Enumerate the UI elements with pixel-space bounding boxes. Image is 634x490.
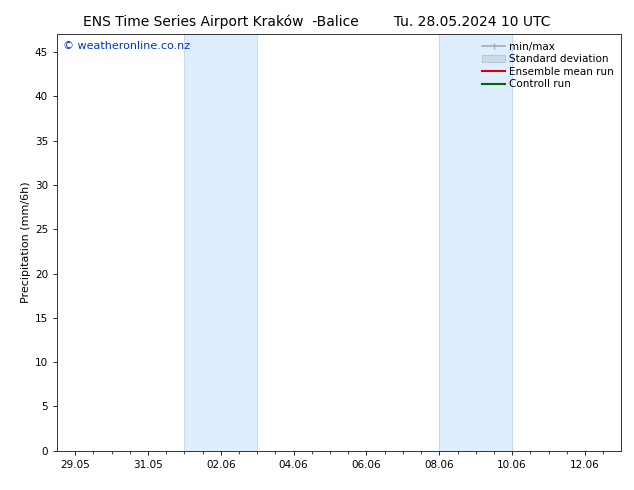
Y-axis label: Precipitation (mm/6h): Precipitation (mm/6h) (21, 182, 30, 303)
Text: ENS Time Series Airport Kraków  -Balice        Tu. 28.05.2024 10 UTC: ENS Time Series Airport Kraków -Balice T… (83, 15, 551, 29)
Bar (439, 34, 512, 451)
Legend: min/max, Standard deviation, Ensemble mean run, Controll run: min/max, Standard deviation, Ensemble me… (480, 40, 616, 92)
Text: © weatheronline.co.nz: © weatheronline.co.nz (63, 41, 190, 50)
Bar (184, 34, 257, 451)
